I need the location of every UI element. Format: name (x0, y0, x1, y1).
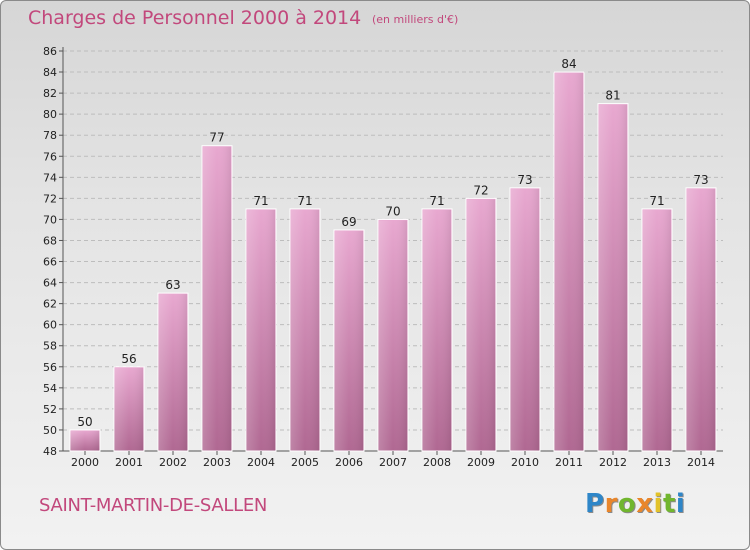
bar-shine-2013 (643, 209, 671, 451)
value-label-2001: 56 (121, 352, 136, 366)
x-tick-label-2013: 2013 (643, 456, 671, 469)
bar-shine-2000 (71, 430, 99, 451)
x-tick-labels: 2000 2001 2002 2003 2004 2005 2006 2007 2008 2009… (71, 451, 715, 469)
y-tick-label: 62 (43, 298, 57, 311)
y-tick-label: 52 (43, 403, 57, 416)
x-tick-label-2002: 2002 (159, 456, 187, 469)
bar-shine-2007 (379, 220, 407, 451)
x-tick-label-2014: 2014 (687, 456, 715, 469)
bar-shine-2012 (599, 104, 627, 451)
bar-shine-2002 (159, 294, 187, 451)
value-label-2009: 72 (473, 183, 488, 197)
bar-shine-2005 (291, 209, 319, 451)
commune-name: SAINT-MARTIN-DE-SALLEN (39, 495, 268, 516)
y-tick-labels: 48 50 52 54 56 58 60 62 64 66 68 70 72 74 76 78 80 82 84 86 (43, 45, 57, 458)
y-tick-label: 72 (43, 192, 57, 205)
value-label-2010: 73 (517, 173, 532, 187)
y-tick-label: 74 (43, 171, 57, 184)
y-tick-label: 64 (43, 277, 57, 290)
y-tick-label: 80 (43, 108, 57, 121)
bar-shine-2008 (423, 209, 451, 451)
value-label-2012: 81 (605, 89, 620, 103)
y-tick-label: 66 (43, 256, 57, 269)
x-tick-label-2003: 2003 (203, 456, 231, 469)
proxiti-logo: Proxiti (585, 489, 686, 519)
value-label-2003: 77 (209, 131, 224, 145)
bar-shine-2010 (511, 188, 539, 451)
bar-shine-2009 (467, 199, 495, 451)
value-label-2013: 71 (649, 194, 664, 208)
bar-shine-2001 (115, 367, 143, 451)
chart-subtitle: (en milliers d'€) (372, 13, 459, 26)
chart-title: Charges de Personnel 2000 à 2014 (28, 7, 362, 29)
y-tick-label: 86 (43, 45, 57, 58)
x-tick-label-2012: 2012 (599, 456, 627, 469)
y-tick-label: 56 (43, 361, 57, 374)
x-tick-label-2008: 2008 (423, 456, 451, 469)
bar-shine-2004 (247, 209, 275, 451)
y-tick-label: 70 (43, 213, 57, 226)
value-label-2008: 71 (429, 194, 444, 208)
y-tick-label: 76 (43, 150, 57, 163)
x-tick-label-2011: 2011 (555, 456, 583, 469)
value-label-2005: 71 (297, 194, 312, 208)
value-label-2014: 73 (693, 173, 708, 187)
x-tick-label-2000: 2000 (71, 456, 99, 469)
x-tick-label-2004: 2004 (247, 456, 275, 469)
bar-shine-2014 (687, 188, 715, 451)
x-tick-label-2007: 2007 (379, 456, 407, 469)
bar-shine-2011 (555, 73, 583, 451)
bars (69, 71, 717, 452)
value-label-2006: 69 (341, 215, 356, 229)
y-tick-label: 54 (43, 382, 57, 395)
value-label-2011: 84 (561, 57, 576, 71)
value-label-2004: 71 (253, 194, 268, 208)
x-tick-label-2006: 2006 (335, 456, 363, 469)
y-tick-label: 50 (43, 424, 57, 437)
value-label-2000: 50 (77, 415, 92, 429)
y-tick-label: 48 (43, 445, 57, 458)
y-tick-label: 60 (43, 319, 57, 332)
y-tick-label: 84 (43, 66, 57, 79)
y-tick-label: 58 (43, 340, 57, 353)
x-tick-label-2005: 2005 (291, 456, 319, 469)
y-tick-label: 78 (43, 129, 57, 142)
value-labels: 50 56 63 77 71 71 69 70 71 72 73 84 81 71 73 (77, 57, 708, 429)
value-label-2002: 63 (165, 278, 180, 292)
bar-shine-2006 (335, 230, 363, 451)
x-tick-label-2010: 2010 (511, 456, 539, 469)
x-tick-label-2001: 2001 (115, 456, 143, 469)
value-label-2007: 70 (385, 204, 400, 218)
x-tick-label-2009: 2009 (467, 456, 495, 469)
y-tick-label: 82 (43, 87, 57, 100)
y-tick-label: 68 (43, 234, 57, 247)
bar-shine-2003 (203, 146, 231, 451)
